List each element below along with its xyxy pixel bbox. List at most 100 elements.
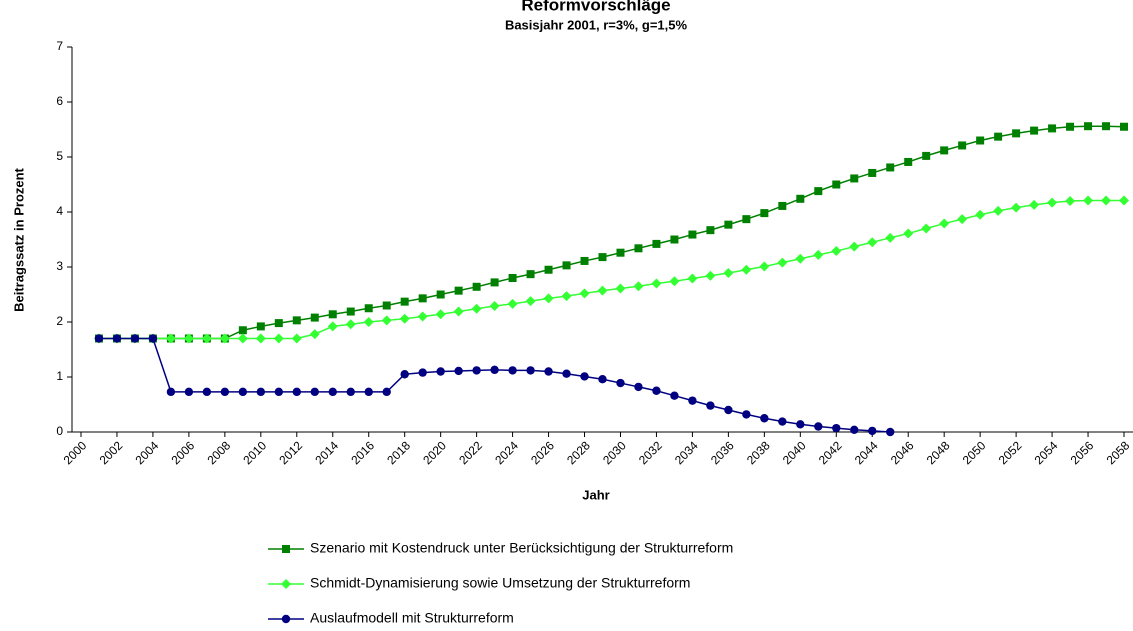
marker bbox=[292, 387, 301, 397]
marker bbox=[670, 235, 679, 244]
marker bbox=[417, 311, 428, 322]
x-tick-label: 2010 bbox=[240, 438, 269, 467]
x-tick-label: 2020 bbox=[420, 438, 449, 467]
marker bbox=[796, 420, 805, 429]
marker bbox=[399, 313, 410, 324]
marker bbox=[489, 301, 500, 312]
x-tick-label: 2008 bbox=[204, 438, 233, 467]
marker bbox=[957, 214, 968, 225]
marker bbox=[616, 378, 625, 388]
marker bbox=[1120, 122, 1129, 131]
marker bbox=[256, 322, 265, 331]
marker bbox=[777, 257, 788, 268]
marker bbox=[850, 174, 859, 183]
x-tick-label: 2030 bbox=[600, 438, 629, 467]
marker bbox=[849, 241, 860, 252]
marker bbox=[832, 180, 841, 189]
marker bbox=[868, 426, 877, 436]
x-tick-label: 2022 bbox=[456, 438, 485, 467]
x-tick-label: 2032 bbox=[636, 438, 665, 467]
marker bbox=[1030, 126, 1039, 135]
marker bbox=[148, 334, 158, 343]
marker bbox=[507, 298, 518, 309]
marker bbox=[328, 310, 337, 319]
x-tick-label: 2014 bbox=[312, 438, 341, 467]
marker bbox=[525, 296, 536, 307]
x-tick-label: 2058 bbox=[1104, 438, 1133, 467]
marker bbox=[364, 304, 373, 313]
x-tick-label: 2052 bbox=[996, 438, 1025, 467]
marker bbox=[886, 427, 895, 437]
marker bbox=[544, 265, 553, 274]
marker bbox=[723, 268, 734, 279]
y-axis-label: Beitragssatz in Prozent bbox=[11, 167, 26, 311]
x-tick-label: 2036 bbox=[708, 438, 737, 467]
marker bbox=[471, 303, 482, 314]
marker bbox=[670, 391, 679, 400]
marker bbox=[1011, 202, 1022, 213]
legend-label: Auslaufmodell mit Strukturreform bbox=[310, 610, 514, 626]
x-tick-label: 2054 bbox=[1032, 438, 1061, 467]
x-tick-label: 2016 bbox=[348, 438, 377, 467]
x-tick-label: 2026 bbox=[528, 438, 557, 467]
marker bbox=[976, 136, 985, 145]
marker bbox=[886, 163, 895, 172]
marker bbox=[832, 423, 841, 433]
marker bbox=[282, 545, 290, 553]
marker bbox=[94, 334, 104, 343]
y-tick-label: 5 bbox=[56, 149, 63, 163]
marker bbox=[615, 283, 626, 294]
marker bbox=[220, 387, 230, 397]
marker bbox=[1012, 129, 1021, 138]
marker bbox=[760, 414, 769, 423]
y-tick-label: 0 bbox=[56, 424, 63, 438]
marker bbox=[508, 366, 517, 375]
marker bbox=[940, 146, 949, 155]
marker bbox=[490, 365, 499, 375]
marker bbox=[562, 261, 571, 270]
marker bbox=[580, 256, 589, 265]
marker bbox=[921, 223, 932, 234]
marker bbox=[382, 387, 391, 397]
x-tick-label: 2048 bbox=[924, 438, 953, 467]
legend-label: Schmidt-Dynamisierung sowie Umsetzung de… bbox=[310, 575, 690, 591]
marker bbox=[1119, 195, 1130, 206]
marker bbox=[219, 333, 230, 344]
marker bbox=[706, 226, 715, 235]
marker bbox=[418, 294, 427, 303]
marker bbox=[760, 209, 769, 218]
marker bbox=[885, 232, 896, 243]
series-line bbox=[98, 199, 1125, 340]
marker bbox=[1066, 122, 1075, 131]
marker bbox=[255, 333, 266, 344]
marker bbox=[291, 333, 302, 344]
marker bbox=[346, 307, 355, 316]
marker bbox=[975, 209, 986, 220]
x-tick-label: 2042 bbox=[816, 438, 845, 467]
x-tick-label: 2018 bbox=[384, 438, 413, 467]
x-tick-label: 2040 bbox=[780, 438, 809, 467]
marker bbox=[994, 132, 1003, 141]
marker bbox=[381, 315, 392, 326]
marker bbox=[400, 297, 409, 306]
marker bbox=[328, 387, 337, 397]
marker bbox=[472, 366, 481, 375]
x-tick-label: 2056 bbox=[1068, 438, 1097, 467]
marker bbox=[364, 387, 373, 397]
marker bbox=[544, 367, 553, 376]
x-tick-label: 2038 bbox=[744, 438, 773, 467]
marker bbox=[281, 579, 291, 589]
marker bbox=[939, 218, 950, 229]
marker bbox=[741, 264, 752, 275]
marker bbox=[688, 396, 697, 405]
marker bbox=[382, 301, 391, 310]
y-tick-label: 7 bbox=[56, 39, 63, 53]
marker bbox=[273, 333, 284, 344]
marker bbox=[490, 278, 499, 287]
marker bbox=[814, 187, 823, 196]
marker bbox=[310, 313, 319, 322]
marker bbox=[598, 253, 607, 262]
marker bbox=[616, 248, 625, 257]
marker bbox=[778, 417, 787, 426]
marker bbox=[561, 291, 572, 302]
